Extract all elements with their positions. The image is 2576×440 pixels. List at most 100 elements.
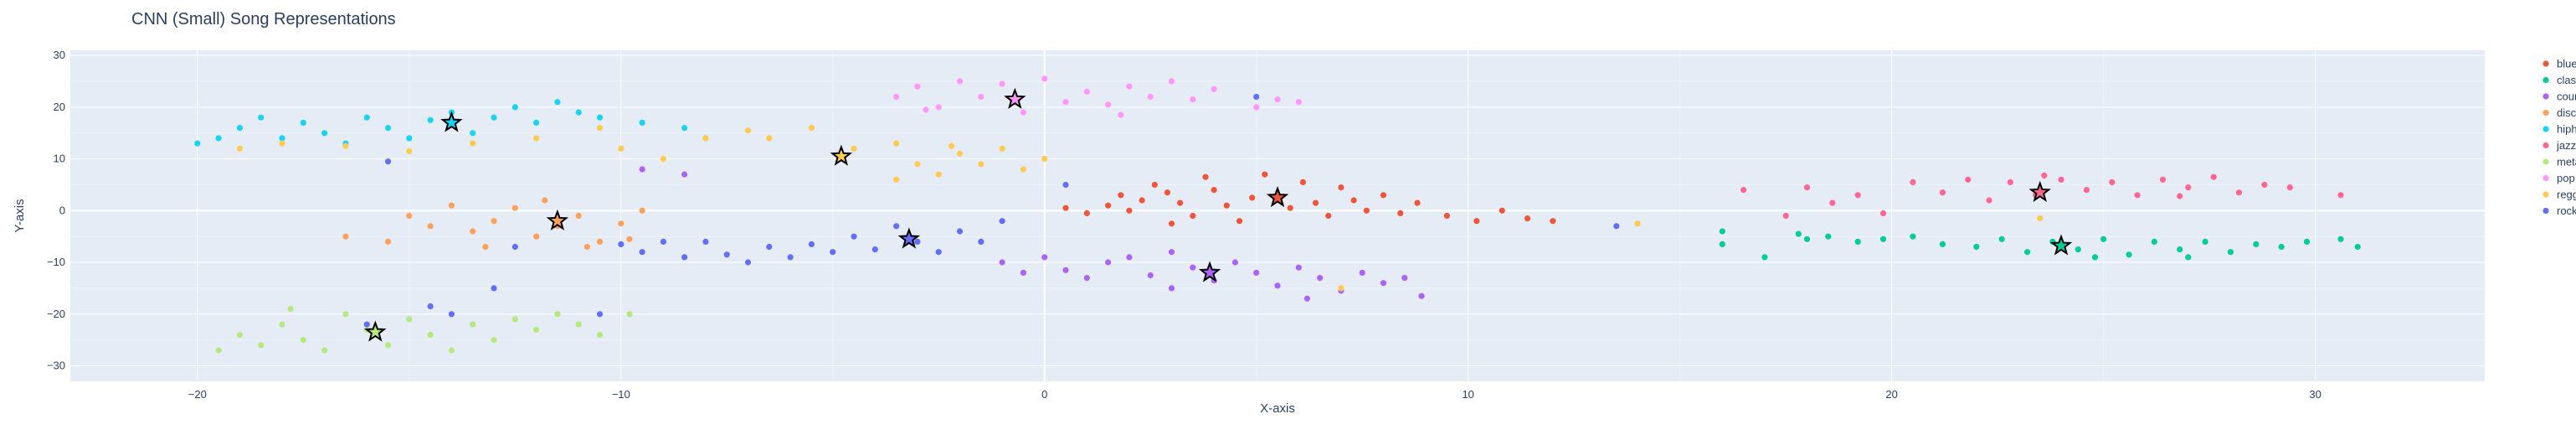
data-point <box>427 331 434 339</box>
data-point <box>808 241 815 247</box>
legend-item-country[interactable]: country <box>2543 91 2576 103</box>
centroid-star-rock <box>897 227 921 249</box>
data-point <box>1965 176 1972 183</box>
data-point <box>626 311 633 318</box>
centroid-star-disco <box>546 209 569 230</box>
legend-item-jazz[interactable]: jazz <box>2543 139 2576 152</box>
data-point <box>1177 199 1184 206</box>
data-point <box>639 166 645 173</box>
y-tick-label: 30 <box>54 49 65 61</box>
data-point <box>1190 212 1196 220</box>
data-point <box>491 218 497 225</box>
series-classical <box>1719 228 2361 261</box>
data-point <box>542 197 548 204</box>
data-point <box>406 135 413 142</box>
data-point <box>851 233 857 240</box>
data-point <box>300 337 306 344</box>
data-point <box>1317 275 1324 282</box>
data-point <box>618 145 625 152</box>
legend-item-metal[interactable]: metal <box>2543 156 2576 168</box>
x-tick-label: 30 <box>2309 388 2321 401</box>
data-point <box>1550 218 1556 225</box>
data-point <box>1803 184 1811 191</box>
data-point <box>1401 275 1408 282</box>
data-point <box>321 347 328 354</box>
data-point <box>1782 212 1789 220</box>
data-point <box>1041 254 1048 261</box>
data-point <box>1312 199 1319 206</box>
data-point <box>639 249 645 256</box>
data-point <box>194 140 201 147</box>
data-point <box>448 311 455 318</box>
series-jazz <box>1740 172 2344 220</box>
data-point <box>702 238 709 245</box>
data-point <box>1879 210 1887 216</box>
data-point <box>1236 218 1243 225</box>
data-point <box>935 249 942 256</box>
data-point <box>1829 199 1836 206</box>
data-point <box>342 311 349 318</box>
x-tick-label: 20 <box>1885 388 1897 401</box>
legend-item-pop[interactable]: pop <box>2543 172 2575 184</box>
data-point <box>1854 192 1861 199</box>
data-point <box>1118 111 1124 118</box>
data-point <box>956 150 964 157</box>
data-point <box>639 207 645 214</box>
data-point <box>639 119 645 126</box>
data-point <box>2337 192 2344 199</box>
data-point <box>533 326 540 333</box>
data-point <box>744 127 752 134</box>
x-axis-title: X-axis <box>1260 401 1295 416</box>
y-tick-label: −10 <box>47 256 65 268</box>
data-point <box>999 80 1005 87</box>
data-point <box>893 223 900 230</box>
centroid-star-pop <box>1004 87 1026 109</box>
data-point <box>956 228 964 235</box>
legend-item-classical[interactable]: classical <box>2543 74 2576 86</box>
data-point <box>1190 96 1196 103</box>
data-point <box>236 145 243 152</box>
data-point <box>1613 223 1620 230</box>
data-point <box>1020 166 1026 173</box>
legend-marker <box>2543 207 2549 215</box>
data-point <box>215 347 222 354</box>
data-point <box>470 321 476 328</box>
legend-item-blues[interactable]: blues <box>2543 58 2576 70</box>
data-point <box>1202 173 1209 180</box>
data-point <box>300 119 306 126</box>
data-point <box>2075 246 2081 253</box>
data-point <box>1350 197 1357 204</box>
data-point <box>342 142 349 149</box>
data-point <box>342 233 349 240</box>
data-point <box>618 241 625 247</box>
series-blues <box>1062 171 1556 227</box>
data-point <box>681 171 688 178</box>
data-point <box>999 259 1005 266</box>
data-point <box>554 311 561 318</box>
data-point <box>2303 238 2311 245</box>
legend-item-rock[interactable]: rock <box>2543 204 2576 217</box>
data-point <box>533 233 540 240</box>
data-point <box>1910 233 1916 240</box>
legend-item-reggae[interactable]: reggae <box>2543 189 2576 201</box>
data-point <box>744 259 752 266</box>
x-tick-label: −10 <box>612 388 630 401</box>
data-point <box>512 316 518 323</box>
data-point <box>978 93 985 101</box>
data-point <box>2041 172 2048 179</box>
y-tick-label: 10 <box>54 153 65 165</box>
data-point <box>1939 241 1946 247</box>
data-point <box>1262 171 1268 178</box>
data-point <box>482 243 489 251</box>
data-point <box>2007 179 2013 185</box>
data-point <box>1168 78 1175 85</box>
data-point <box>702 135 709 142</box>
legend-item-hiphop[interactable]: hiphop <box>2543 123 2576 136</box>
data-point <box>1126 207 1133 214</box>
centroid-star-country <box>1198 261 1221 282</box>
legend-item-disco[interactable]: disco <box>2543 106 2576 119</box>
chart-title: CNN (Small) Song Representations <box>131 10 396 28</box>
series-pop <box>893 75 1302 118</box>
data-point <box>2227 249 2234 256</box>
data-point <box>1287 204 1293 211</box>
